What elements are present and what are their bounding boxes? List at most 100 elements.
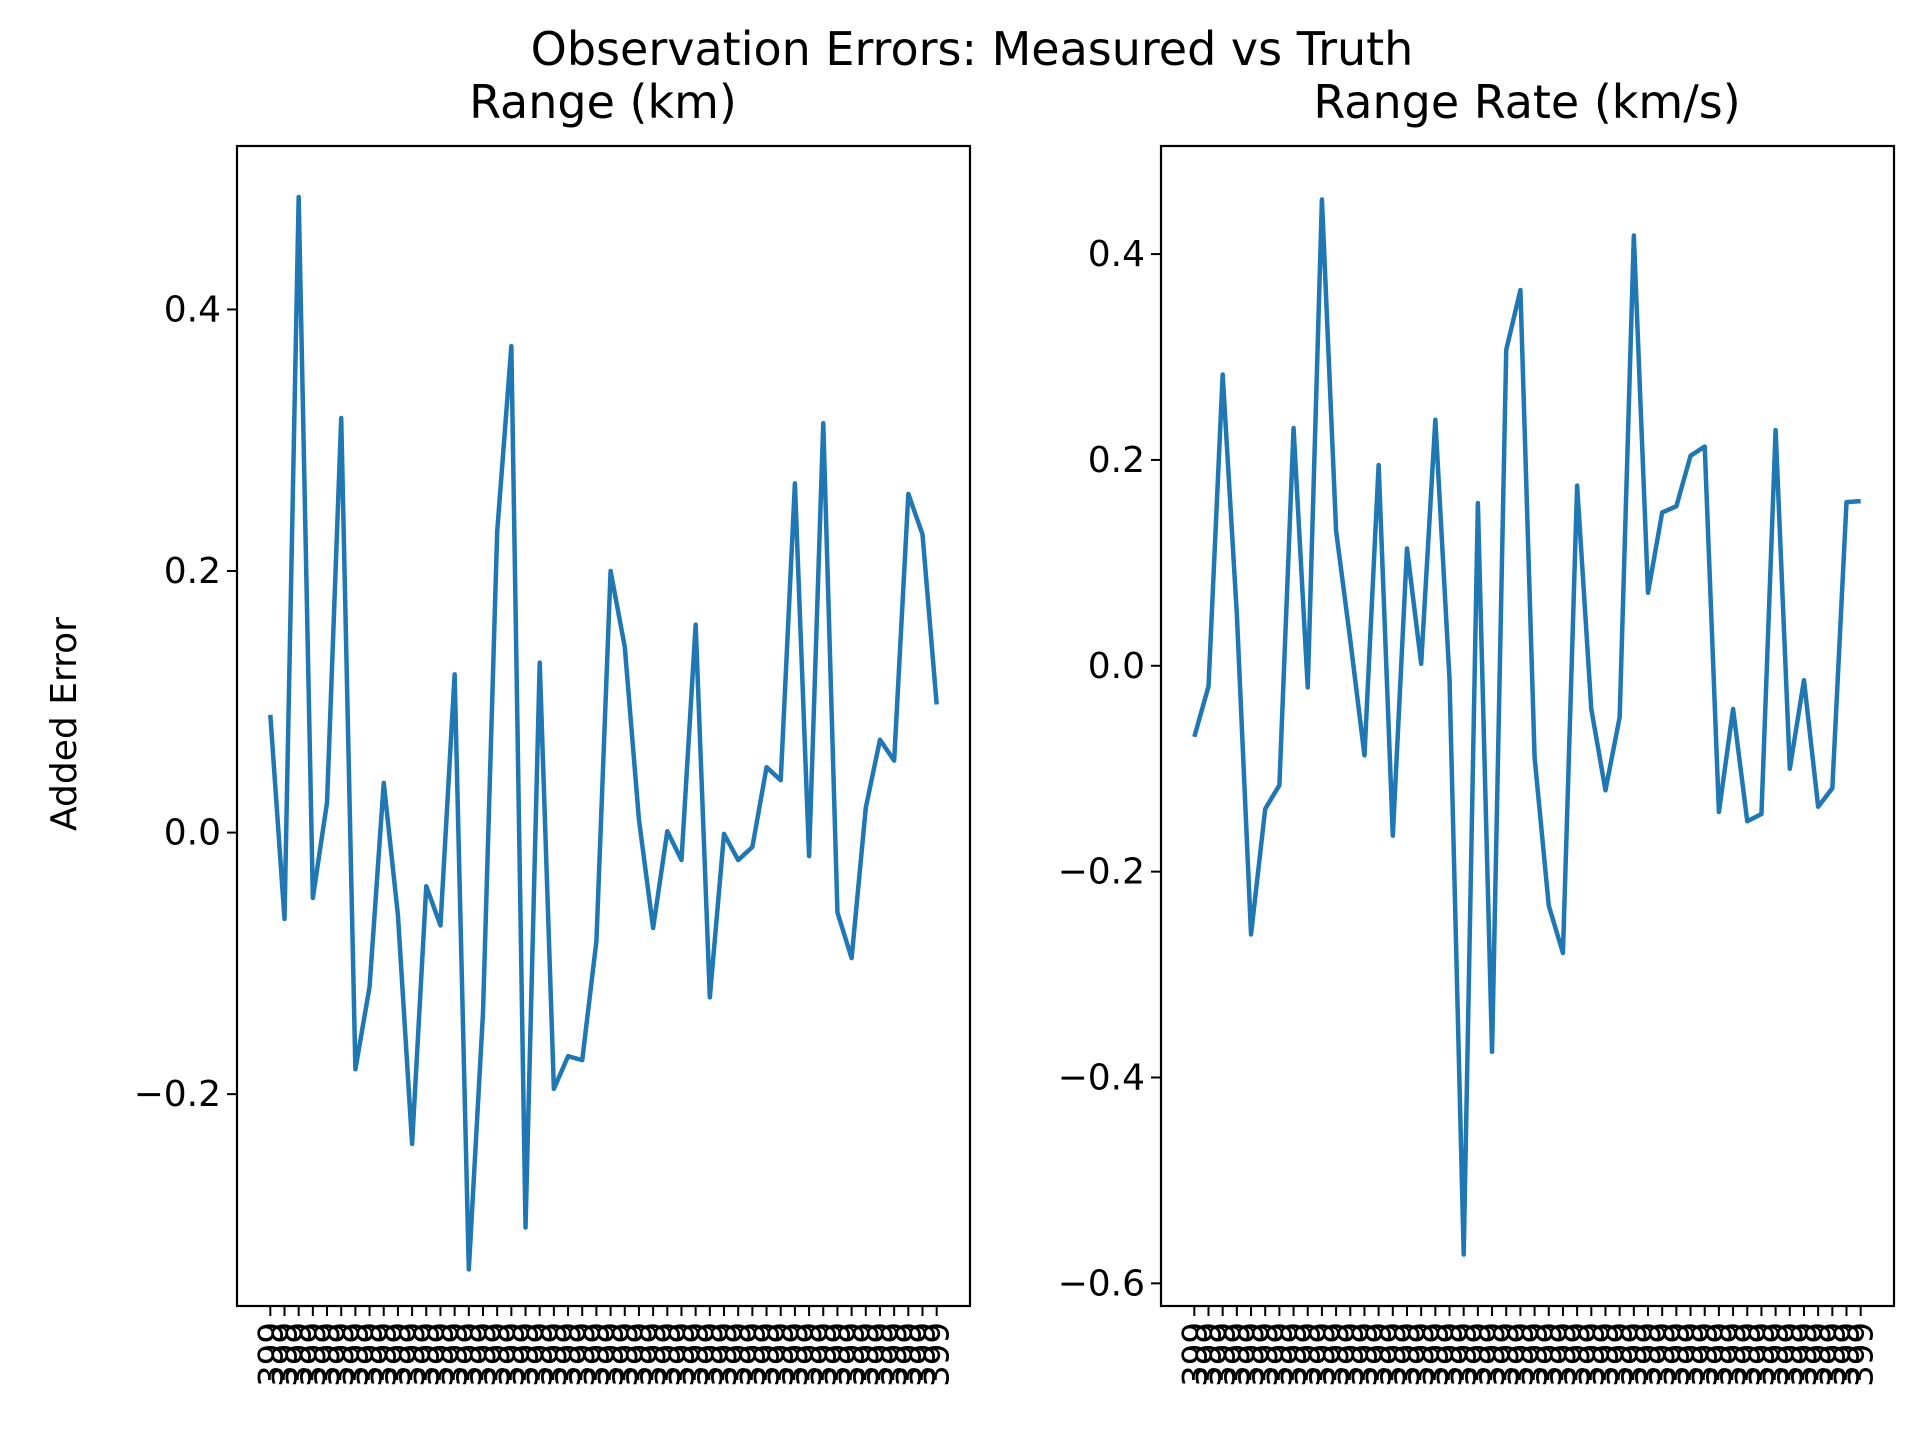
x-tick-label: 399 xyxy=(294,1322,334,1387)
x-tick-label: 399 xyxy=(421,1322,461,1387)
x-tick-label: 399 xyxy=(1246,1322,1286,1387)
y-axis-label: Added Error xyxy=(44,617,85,831)
x-tick-label: 399 xyxy=(1218,1322,1258,1387)
x-tick-label: 399 xyxy=(577,1322,617,1387)
x-tick-label: 399 xyxy=(507,1322,547,1387)
x-tick-label: 399 xyxy=(1374,1322,1414,1387)
x-tick-label: 399 xyxy=(1204,1322,1244,1387)
x-tick-label: 399 xyxy=(847,1322,887,1387)
x-tick-label: 399 xyxy=(549,1322,589,1387)
y-tick-label: −0.2 xyxy=(1058,852,1145,893)
x-tick-label: 399 xyxy=(1345,1322,1385,1387)
x-tick-label: 399 xyxy=(634,1322,674,1387)
subplot-range-rate: Range Rate (km/s) 0.40.20.0−0.2−0.4−0.6 … xyxy=(1058,75,1896,1387)
y-tick-label: 0.2 xyxy=(1088,440,1145,481)
x-tick-label: 399 xyxy=(889,1322,929,1387)
series-range xyxy=(268,194,939,1272)
x-tick-label: 399 xyxy=(620,1322,660,1387)
x-tick-label: 399 xyxy=(1501,1322,1541,1387)
subplot-range: Range (km) Added Error 0.4 0.2 0.0 −0.2 399… xyxy=(44,75,972,1387)
x-tick-label: 399 xyxy=(1289,1322,1329,1387)
plot-frame-range xyxy=(235,144,972,1308)
x-tick-label: 399 xyxy=(1771,1322,1811,1387)
x-tick-label: 399 xyxy=(1572,1322,1612,1387)
plot-frame-range-rate xyxy=(1159,144,1896,1308)
x-tick-label: 399 xyxy=(1700,1322,1740,1387)
x-tick-label: 399 xyxy=(1714,1322,1754,1387)
x-tick-label: 399 xyxy=(691,1322,731,1387)
x-tick-label: 399 xyxy=(407,1322,447,1387)
series-line xyxy=(1192,197,1861,1257)
figure-suptitle: Observation Errors: Measured vs Truth xyxy=(531,22,1414,76)
x-tick-label: 399 xyxy=(1189,1322,1229,1387)
y-tick-label: −0.4 xyxy=(1058,1057,1145,1098)
x-tick-label: 399 xyxy=(1232,1322,1272,1387)
x-ticks-range-rate: 3993993993993993993993993993993993993993… xyxy=(1175,1306,1882,1387)
x-tick-label: 399 xyxy=(1445,1322,1485,1387)
x-tick-label: 399 xyxy=(1473,1322,1513,1387)
x-tick-label: 399 xyxy=(535,1322,575,1387)
y-tick-label: 0.0 xyxy=(1088,646,1145,687)
y-tick-label: 0.2 xyxy=(164,551,221,592)
subplot-title-range: Range (km) xyxy=(469,75,737,129)
x-tick-label: 399 xyxy=(1402,1322,1442,1387)
x-tick-label: 399 xyxy=(762,1322,802,1387)
x-tick-label: 399 xyxy=(1601,1322,1641,1387)
x-tick-label: 399 xyxy=(1615,1322,1655,1387)
x-tick-label: 399 xyxy=(1487,1322,1527,1387)
x-tick-label: 399 xyxy=(677,1322,717,1387)
y-tick-label: 0.4 xyxy=(1088,234,1145,275)
x-tick-label: 399 xyxy=(861,1322,901,1387)
x-tick-label: 399 xyxy=(1657,1322,1697,1387)
y-ticks-range-rate: 0.4 0.2 0.0 −0.2 −0.4 −0.6 xyxy=(1058,234,1161,1304)
x-tick-label: 399 xyxy=(1530,1322,1570,1387)
x-tick-label: 399 xyxy=(1757,1322,1797,1387)
x-tick-label: 399 xyxy=(1728,1322,1768,1387)
x-tick-label: 399 xyxy=(804,1322,844,1387)
x-tick-label: 399 xyxy=(478,1322,518,1387)
x-tick-label: 399 xyxy=(662,1322,702,1387)
x-tick-label: 399 xyxy=(280,1322,320,1387)
series-line xyxy=(268,194,939,1272)
x-tick-label: 399 xyxy=(450,1322,490,1387)
x-tick-label: 399 xyxy=(1431,1322,1471,1387)
x-tick-label: 399 xyxy=(379,1322,419,1387)
x-tick-label: 399 xyxy=(251,1322,291,1387)
x-tick-label: 399 xyxy=(1260,1322,1300,1387)
x-tick-label: 399 xyxy=(1842,1322,1882,1387)
x-ticks-range: 3993993993993993993993993993993993993993… xyxy=(251,1306,958,1387)
x-tick-label: 399 xyxy=(1828,1322,1868,1387)
series-range-rate xyxy=(1192,197,1861,1257)
x-tick-label: 399 xyxy=(393,1322,433,1387)
x-tick-label: 399 xyxy=(1360,1322,1400,1387)
x-tick-label: 399 xyxy=(521,1322,561,1387)
x-tick-label: 399 xyxy=(776,1322,816,1387)
x-tick-label: 399 xyxy=(1742,1322,1782,1387)
x-tick-label: 399 xyxy=(1785,1322,1825,1387)
x-tick-label: 399 xyxy=(1686,1322,1726,1387)
x-tick-label: 399 xyxy=(1799,1322,1839,1387)
y-ticks-range: 0.4 0.2 0.0 −0.2 xyxy=(134,289,237,1115)
x-tick-label: 399 xyxy=(904,1322,944,1387)
x-tick-label: 399 xyxy=(1558,1322,1598,1387)
x-tick-label: 399 xyxy=(733,1322,773,1387)
x-tick-label: 399 xyxy=(308,1322,348,1387)
x-tick-label: 399 xyxy=(1629,1322,1669,1387)
x-tick-label: 399 xyxy=(336,1322,376,1387)
x-tick-label: 399 xyxy=(1544,1322,1584,1387)
x-tick-label: 399 xyxy=(1175,1322,1215,1387)
x-tick-label: 399 xyxy=(918,1322,958,1387)
x-tick-label: 399 xyxy=(1331,1322,1371,1387)
x-tick-label: 399 xyxy=(1813,1322,1853,1387)
x-tick-label: 399 xyxy=(365,1322,405,1387)
x-tick-label: 399 xyxy=(606,1322,646,1387)
x-tick-label: 399 xyxy=(1643,1322,1683,1387)
x-tick-label: 399 xyxy=(563,1322,603,1387)
x-tick-label: 399 xyxy=(436,1322,476,1387)
x-tick-label: 399 xyxy=(1416,1322,1456,1387)
x-tick-label: 399 xyxy=(875,1322,915,1387)
x-tick-label: 399 xyxy=(1388,1322,1428,1387)
x-tick-label: 399 xyxy=(1275,1322,1315,1387)
x-tick-label: 399 xyxy=(322,1322,362,1387)
